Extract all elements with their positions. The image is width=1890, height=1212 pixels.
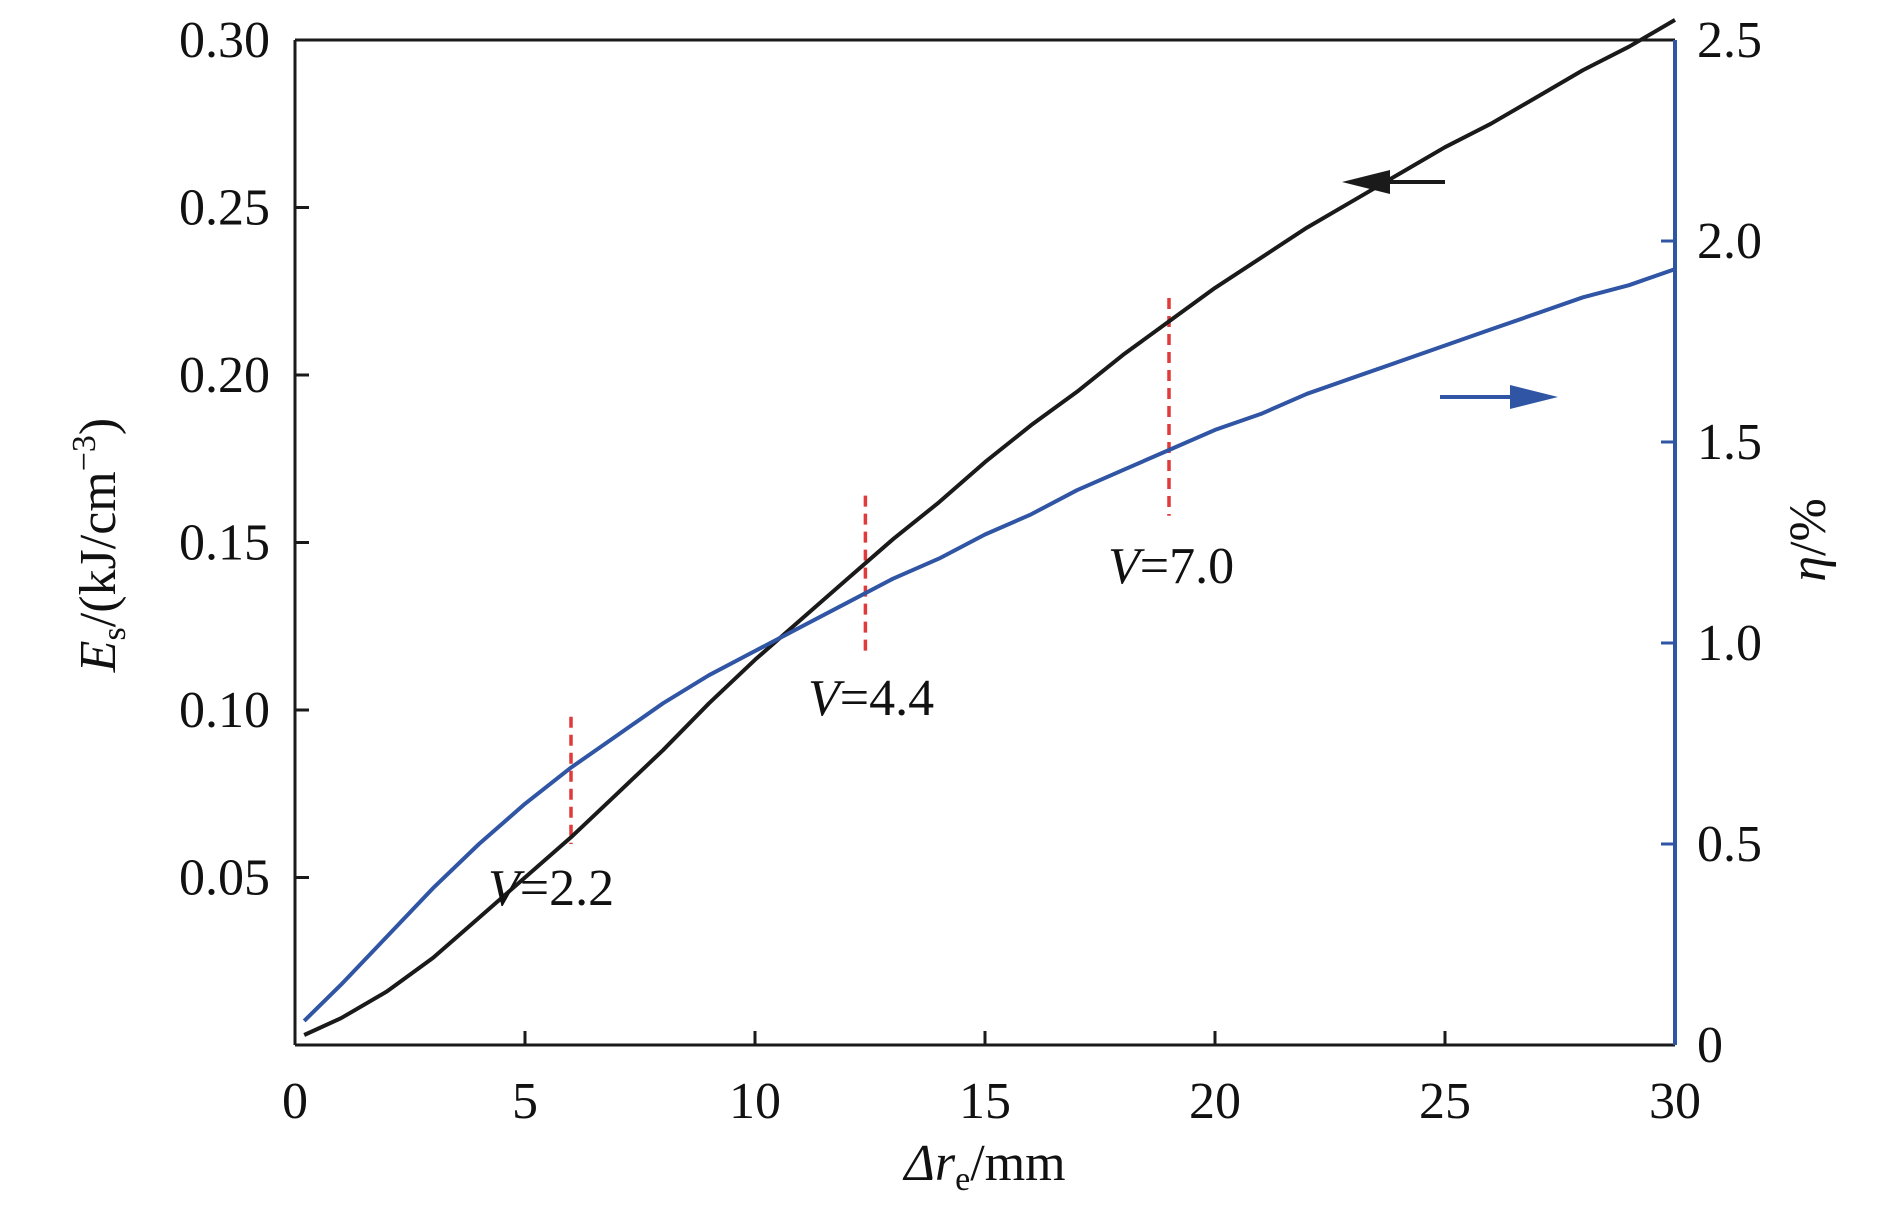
x-tick-label: 0	[282, 1073, 308, 1130]
y-left-tick-label: 0.10	[179, 682, 270, 739]
right-axis-arrow-head	[1510, 385, 1558, 409]
marker-label: V=2.2	[488, 860, 614, 917]
y-right-tick-label: 2.5	[1697, 12, 1762, 69]
x-axis-symbol: Δr	[902, 1135, 956, 1192]
x-tick-label: 25	[1419, 1073, 1471, 1130]
y-left-axis-symbol: E	[70, 640, 127, 673]
marker-label-value: =4.4	[840, 670, 934, 727]
marker-label: V=7.0	[1108, 538, 1234, 595]
x-tick-label: 20	[1189, 1073, 1241, 1130]
y-left-tick-label: 0.15	[179, 515, 270, 572]
x-axis-unit: /mm	[970, 1135, 1065, 1192]
marker-label: V=4.4	[808, 670, 934, 727]
y-left-axis-unit: /(kJ/cm	[70, 471, 127, 627]
y-right-axis-symbol: η	[1780, 556, 1837, 582]
right-axis-arrow	[1440, 385, 1558, 409]
y-left-axis-superscript: −3	[66, 435, 103, 471]
marker-label-value: =2.2	[520, 860, 614, 917]
x-tick-label: 5	[512, 1073, 538, 1130]
y-right-tick-label: 1.0	[1697, 615, 1762, 672]
y-right-tick-label: 2.0	[1697, 213, 1762, 270]
efficiency-line	[302, 267, 1676, 1023]
x-tick-label: 30	[1649, 1073, 1701, 1130]
marker-label-var: V	[808, 670, 845, 727]
y-left-tick-label: 0.20	[179, 347, 270, 404]
y-right-axis-title: η/%	[1780, 498, 1837, 582]
x-axis-title: Δre/mm	[902, 1135, 1065, 1198]
y-right-tick-label: 0.5	[1697, 816, 1762, 873]
y-right-tick-label: 1.5	[1697, 414, 1762, 471]
y-left-tick-label: 0.30	[179, 12, 270, 69]
y-right-tick-label: 0	[1697, 1017, 1723, 1074]
x-axis-subscript: e	[955, 1161, 970, 1198]
y-left-tick-label: 0.05	[179, 850, 270, 907]
marker-label-value: =7.0	[1140, 538, 1234, 595]
x-tick-label: 15	[959, 1073, 1011, 1130]
marker-label-var: V	[1108, 538, 1145, 595]
x-tick-label: 10	[729, 1073, 781, 1130]
y-right-axis-unit: /%	[1780, 498, 1837, 556]
energy-density-line	[303, 18, 1677, 1037]
marker-label-var: V	[488, 860, 525, 917]
y-left-axis-title: Es/(kJ/cm−3)	[66, 418, 133, 674]
y-left-axis-close: )	[70, 418, 127, 435]
left-axis-arrow-head	[1342, 170, 1390, 194]
left-axis-arrow	[1342, 170, 1445, 194]
y-left-tick-label: 0.25	[179, 180, 270, 237]
y-left-axis-subscript: s	[96, 627, 133, 640]
